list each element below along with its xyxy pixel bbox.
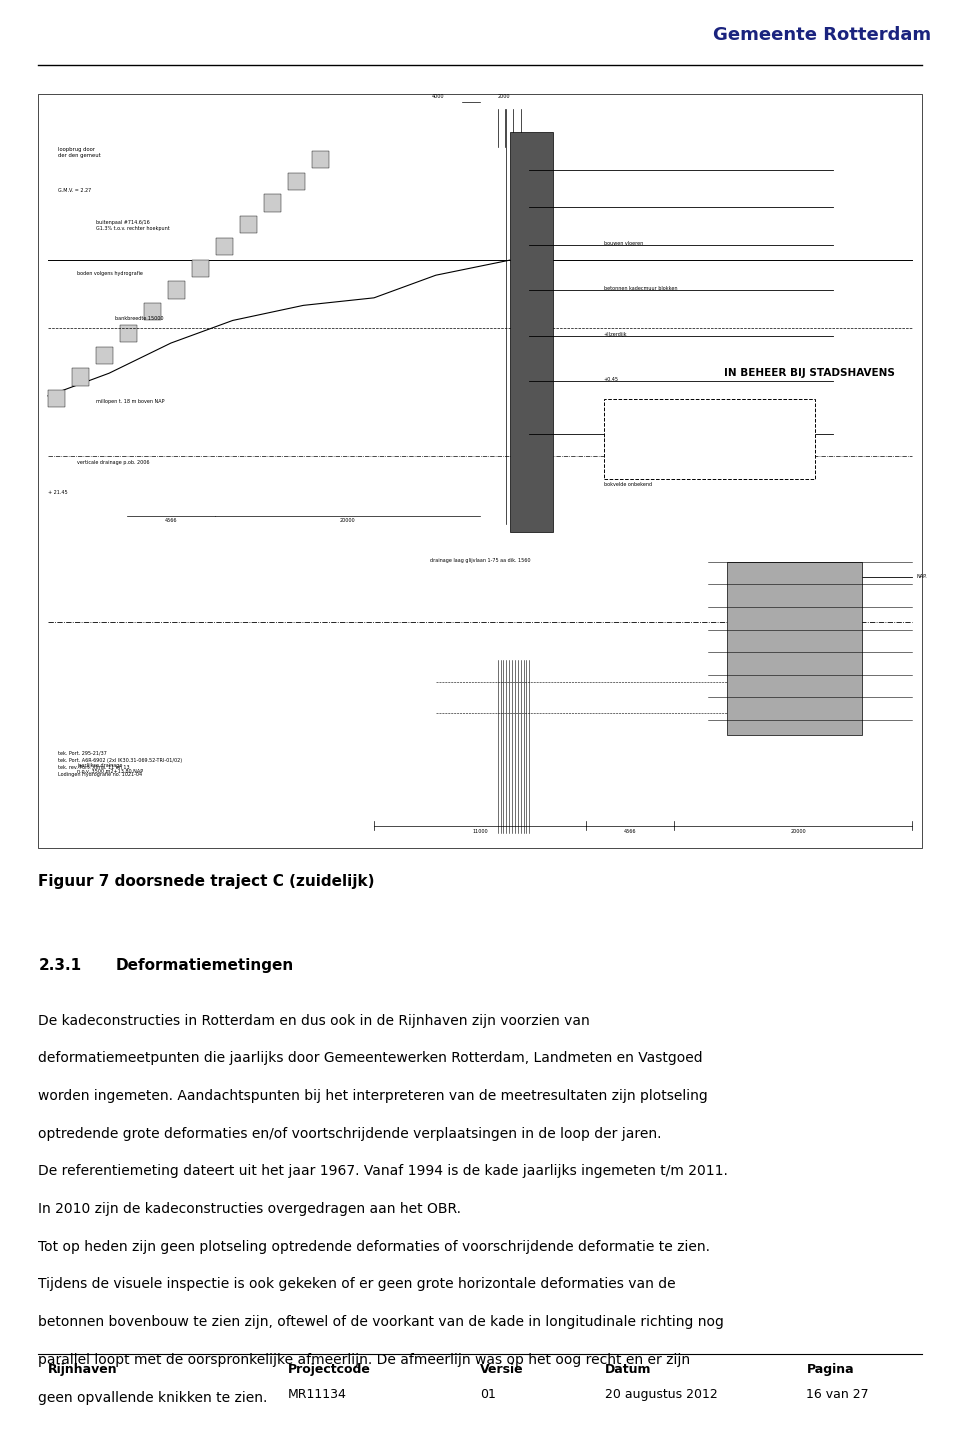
Text: verticale drainage p.ob. 2006: verticale drainage p.ob. 2006 xyxy=(77,460,150,464)
Text: Vermoedelijk komt er een nieuw bestek: Vermoedelijk komt er een nieuw bestek xyxy=(655,425,764,429)
Text: 11000: 11000 xyxy=(472,829,488,834)
Text: bankbreedte 15000: bankbreedte 15000 xyxy=(115,316,164,322)
Bar xyxy=(604,399,815,479)
Bar xyxy=(216,238,233,255)
Text: + 21.45: + 21.45 xyxy=(48,490,67,494)
Bar xyxy=(168,281,185,299)
Text: 4566: 4566 xyxy=(624,829,636,834)
Bar xyxy=(288,173,305,190)
Text: parallel loopt met de oorspronkelijke afmeerlijn. De afmeerlijn was op het oog r: parallel loopt met de oorspronkelijke af… xyxy=(38,1353,690,1367)
Text: boden volgens hydrografie: boden volgens hydrografie xyxy=(77,271,143,276)
Text: buitenpaal #714.6/16
G1.3% t.o.v. rechter hoekpunt: buitenpaal #714.6/16 G1.3% t.o.v. rechte… xyxy=(96,220,170,231)
Text: Datum: Datum xyxy=(605,1363,651,1376)
Bar xyxy=(72,368,89,386)
Text: deformatiemeetpunten die jaarlijks door Gemeentewerken Rotterdam, Landmeten en V: deformatiemeetpunten die jaarlijks door … xyxy=(38,1051,703,1066)
Text: +IJzerdijk: +IJzerdijk xyxy=(604,332,627,336)
Text: betonnen kadecmuur blokken: betonnen kadecmuur blokken xyxy=(604,286,677,291)
Text: voor parkeergarage of dieping.: voor parkeergarage of dieping. xyxy=(666,454,752,460)
Bar xyxy=(240,216,257,233)
Text: geen opvallende knikken te zien.: geen opvallende knikken te zien. xyxy=(38,1391,268,1405)
Text: 20 augustus 2012: 20 augustus 2012 xyxy=(605,1388,717,1401)
Text: 2.3.1: 2.3.1 xyxy=(38,958,82,973)
Text: De referentiemeting dateert uit het jaar 1967. Vanaf 1994 is de kade jaarlijks i: De referentiemeting dateert uit het jaar… xyxy=(38,1164,729,1179)
Text: 4566: 4566 xyxy=(164,518,178,523)
Bar xyxy=(120,325,137,342)
Text: 01: 01 xyxy=(480,1388,496,1401)
Text: +0.45: +0.45 xyxy=(604,377,618,381)
Text: IN BEHEER BIJ STADSHAVENS: IN BEHEER BIJ STADSHAVENS xyxy=(724,368,895,378)
Text: Versie: Versie xyxy=(480,1363,523,1376)
Text: Gemeente Rotterdam: Gemeente Rotterdam xyxy=(713,26,931,44)
Bar xyxy=(728,561,862,735)
Bar xyxy=(48,390,65,407)
Text: Deformatiemetingen: Deformatiemetingen xyxy=(115,958,294,973)
Text: betonnen bovenbouw te zien zijn, oftewel of de voorkant van de kade in longitudi: betonnen bovenbouw te zien zijn, oftewel… xyxy=(38,1315,724,1330)
Text: 20000: 20000 xyxy=(790,829,805,834)
Text: millopen t. 18 m boven NAP: millopen t. 18 m boven NAP xyxy=(96,399,164,405)
Text: tek. Port. 295-21/37
tek. Port. A6R-6902 (2xl IK30.31-069.52-TRI-01/02)
tek. rev: tek. Port. 295-21/37 tek. Port. A6R-6902… xyxy=(58,750,181,777)
Bar xyxy=(38,94,922,848)
Text: MR11134: MR11134 xyxy=(288,1388,347,1401)
Bar xyxy=(264,194,281,212)
Bar xyxy=(96,347,113,364)
Bar xyxy=(510,132,553,532)
Text: worden ingemeten. Aandachtspunten bij het interpreteren van de meetresultaten zi: worden ingemeten. Aandachtspunten bij he… xyxy=(38,1089,708,1103)
Text: 2000: 2000 xyxy=(497,94,510,99)
Text: loopbrug door
der den gemeut: loopbrug door der den gemeut xyxy=(58,146,101,158)
Bar xyxy=(312,151,329,168)
Text: Tijdens de visuele inspectie is ook gekeken of er geen grote horizontale deforma: Tijdens de visuele inspectie is ook geke… xyxy=(38,1277,676,1292)
Text: boulen palen ra.d/bl: boulen palen ra.d/bl xyxy=(604,436,653,442)
Text: bokvelde onbekend: bokvelde onbekend xyxy=(604,483,652,487)
Text: jaarlijkse drainage
n.o.v. 3500 m2+13.80 NAP: jaarlijkse drainage n.o.v. 3500 m2+13.80… xyxy=(77,763,143,774)
Text: In 2010 zijn de kadeconstructies overgedragen aan het OBR.: In 2010 zijn de kadeconstructies overged… xyxy=(38,1202,462,1217)
Text: 20000: 20000 xyxy=(340,518,355,523)
Text: drainage laag glijvlaan 1-75 aa dik. 1560: drainage laag glijvlaan 1-75 aa dik. 156… xyxy=(430,558,530,563)
Text: De kadeconstructies in Rotterdam en dus ook in de Rijnhaven zijn voorzien van: De kadeconstructies in Rotterdam en dus … xyxy=(38,1014,590,1028)
Text: bouwen vloeren: bouwen vloeren xyxy=(604,241,643,247)
Text: Pagina: Pagina xyxy=(806,1363,854,1376)
Text: Figuur 7 doorsnede traject C (zuidelijk): Figuur 7 doorsnede traject C (zuidelijk) xyxy=(38,874,375,889)
Text: NAP.: NAP. xyxy=(917,574,927,580)
Text: 4000: 4000 xyxy=(432,94,444,99)
Text: Rijnhaven: Rijnhaven xyxy=(48,1363,118,1376)
Bar xyxy=(192,260,209,277)
Text: 16 van 27: 16 van 27 xyxy=(806,1388,869,1401)
Text: Tot op heden zijn geen plotseling optredende deformaties of voorschrijdende defo: Tot op heden zijn geen plotseling optred… xyxy=(38,1240,710,1254)
Text: G.M.V. = 2.27: G.M.V. = 2.27 xyxy=(58,188,91,193)
Text: optredende grote deformaties en/of voortschrijdende verplaatsingen in de loop de: optredende grote deformaties en/of voort… xyxy=(38,1127,661,1141)
Text: Projectcode: Projectcode xyxy=(288,1363,371,1376)
Bar xyxy=(144,303,161,320)
